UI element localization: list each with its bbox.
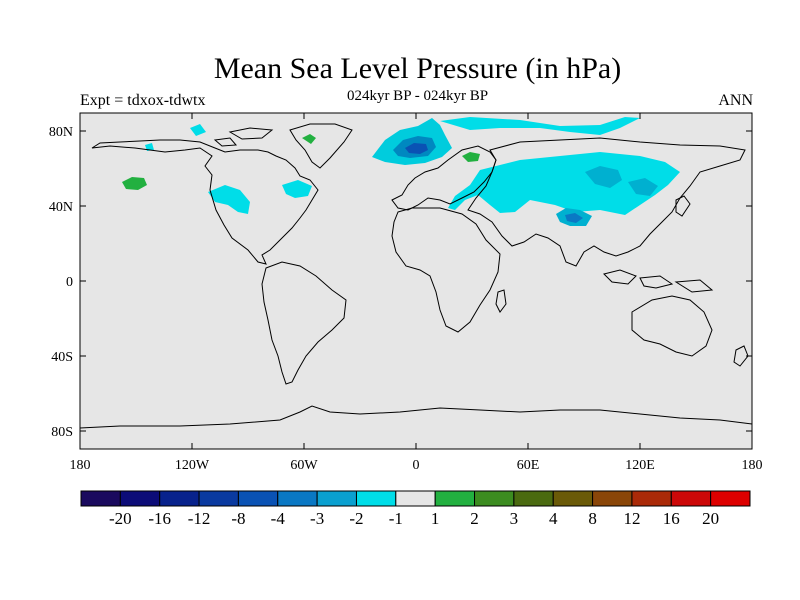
y-tick-label: 80N [49,125,73,140]
colorbar-label: -8 [231,509,245,528]
colorbar-label: 1 [431,509,440,528]
colorbar-label: 4 [549,509,558,528]
indonesia-coast [603,269,714,293]
colorbar-box [237,490,279,507]
y-tick-label: 40S [51,350,73,365]
season-label: ANN [718,92,753,109]
chart-subtitle: 024kyr BP - 024kyr BP [346,88,489,104]
x-axis: 180 120W 60W 0 60E 120E 180 [70,113,763,473]
greenland-coast [289,123,353,169]
colorbar-box [316,490,357,507]
colorbar-label: -20 [109,509,132,528]
africa-coast [391,207,501,333]
colorbar-box [159,490,200,507]
colorbar-labels: -20 -16 -12 -8 -4 -3 -2 -1 1 2 3 4 8 12 16 20 [109,509,719,528]
anomaly-regions [122,117,680,226]
colorbar-label: -2 [349,509,363,528]
colorbar-box [119,490,161,507]
colorbar-box [474,490,515,507]
north-america-coast [91,139,319,265]
y-tick-label: 0 [66,275,73,290]
alaska-high-region [122,177,147,190]
x-tick-label: 60E [517,458,540,473]
colorbar-box [710,490,751,507]
tibet-low-core [565,213,583,223]
colorbar-boxes [80,490,751,507]
colorbar-label: 3 [510,509,519,528]
new-zealand-coast [733,345,749,367]
south-america-coast [261,261,347,385]
arctic-islands-coast [213,127,274,147]
colorbar-label: 12 [623,509,640,528]
colorbar-box [355,490,397,507]
australia-coast [631,295,713,357]
colorbar-label: 20 [702,509,719,528]
east-asia-low-region [628,178,658,196]
colorbar-box [670,490,712,507]
y-axis: 80N 40N 0 40S 80S [49,125,752,440]
coastlines [79,123,753,429]
colorbar-box [592,490,633,507]
colorbar-box [434,490,476,507]
iceland-low-center [405,143,428,154]
arctic-band-region [440,117,640,135]
colorbar-box [198,490,239,507]
x-tick-label: 120E [625,458,655,473]
antarctica-coast [79,405,753,429]
north-america-low-region [208,185,250,214]
colorbar: -20 -16 -12 -8 -4 -3 -2 -1 1 2 3 4 8 12 16 20 [80,490,751,528]
x-tick-label: 180 [70,458,91,473]
colorbar-label: -4 [271,509,286,528]
colorbar-label: -16 [148,509,171,528]
colorbar-label: -1 [389,509,403,528]
colorbar-box [631,490,672,507]
x-tick-label: 0 [413,458,420,473]
x-tick-label: 180 [742,458,763,473]
japan-coast [675,195,691,217]
bering-low-region [145,143,154,151]
colorbar-box [552,490,594,507]
asia-coast [467,137,746,267]
x-tick-label: 60W [290,458,318,473]
scandinavia-high-region [462,152,480,162]
siberia-core-region [585,166,622,188]
greenland-high-region [302,134,316,144]
y-tick-label: 40N [49,200,73,215]
colorbar-box [80,490,121,507]
colorbar-box [395,490,436,507]
colorbar-box [277,490,318,507]
colorbar-label: 16 [663,509,680,528]
colorbar-label: 2 [470,509,479,528]
madagascar-coast [495,289,507,313]
eurasia-low-region [448,152,680,215]
canada-low-region [282,180,312,198]
map-plot [79,112,753,450]
colorbar-label: 8 [588,509,597,528]
colorbar-label: -12 [188,509,211,528]
chart-title: Mean Sea Level Pressure (in hPa) [213,52,622,85]
colorbar-label: -3 [310,509,324,528]
experiment-label: Expt = tdxox-tdwtx [80,92,206,109]
colorbar-box [513,490,554,507]
hudson-low-region [190,124,206,136]
x-tick-label: 120W [175,458,210,473]
y-tick-label: 80S [51,425,73,440]
